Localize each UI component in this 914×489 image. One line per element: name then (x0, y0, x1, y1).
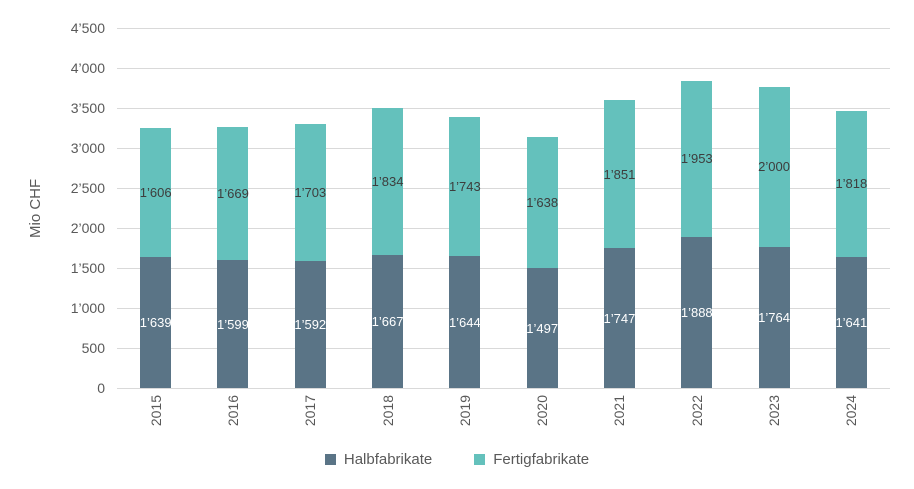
bar-value-label: 1’606 (139, 185, 172, 201)
bar-value-label: 1’497 (526, 320, 559, 336)
bar-segment-halbfabrikate-2023: 1’764 (758, 246, 790, 388)
y-axis-tick-label: 500 (81, 340, 105, 356)
gridline (117, 108, 890, 109)
y-axis-tick-label: 0 (97, 380, 105, 396)
bar-value-label: 1’764 (758, 309, 790, 325)
bar-value-label: 1’888 (680, 304, 713, 320)
bar-segment-halbfabrikate-2016: 1’599 (217, 260, 249, 388)
bar-value-label: 1’599 (217, 316, 249, 332)
legend-swatch-halbfabrikate-icon (324, 454, 336, 465)
bar-segment-fertigfabrikate-2023: 2’000 (758, 86, 790, 247)
bar-segment-fertigfabrikate-2018: 1’834 (371, 107, 404, 255)
gridline (117, 148, 890, 149)
bar-value-label: 1’669 (217, 185, 249, 201)
bar-value-label: 1’743 (448, 179, 481, 195)
gridline (117, 188, 890, 189)
bar-value-label: 1’703 (294, 185, 327, 200)
bar-segment-halbfabrikate-2020: 1’497 (526, 268, 559, 388)
bar-value-label: 1’818 (835, 176, 868, 192)
bar-value-label: 1’667 (371, 313, 404, 329)
bar-segment-fertigfabrikate-2016: 1’669 (217, 126, 249, 261)
legend-label-halbfabrikate: Halbfabrikate (343, 451, 433, 468)
x-axis-tick-label-2015: 2015 (147, 395, 164, 427)
x-axis-tick-label-2016: 2016 (224, 395, 241, 427)
x-axis-tick-label-2017: 2017 (302, 395, 319, 427)
x-axis-tick-label-2019: 2019 (456, 395, 473, 427)
bar-segment-fertigfabrikate-2019: 1’743 (448, 117, 481, 257)
bar-value-label: 1’834 (371, 173, 404, 189)
y-axis-tick-label: 4’000 (70, 60, 105, 76)
x-axis-tick-label-2024: 2024 (843, 395, 860, 427)
x-axis-tick-label-2020: 2020 (534, 395, 551, 427)
bar-segment-halbfabrikate-2022: 1’888 (680, 236, 713, 388)
bar-segment-halbfabrikate-2021: 1’747 (604, 248, 635, 388)
gridline (117, 228, 890, 229)
y-axis-tick-label: 2’500 (70, 180, 105, 196)
bar-value-label: 1’592 (294, 316, 327, 332)
chart-legend: Halbfabrikate Fertigfabrikate (0, 451, 914, 468)
legend-item-halbfabrikate: Halbfabrikate (324, 451, 433, 468)
bar-segment-halbfabrikate-2018: 1’667 (371, 254, 404, 388)
gridline (117, 268, 890, 269)
x-axis-tick-label-2023: 2023 (766, 395, 783, 427)
y-axis-tick-label: 4’500 (70, 20, 105, 36)
y-axis-tick-label: 3’500 (70, 100, 105, 116)
bar-segment-halbfabrikate-2019: 1’644 (448, 256, 481, 388)
bar-segment-fertigfabrikate-2015: 1’606 (139, 128, 172, 257)
gridline (117, 68, 890, 69)
bar-segment-fertigfabrikate-2021: 1’851 (603, 100, 636, 249)
bar-value-label: 1’641 (835, 314, 868, 330)
bar-value-label: 1’638 (526, 195, 559, 211)
bar-value-label: 1’644 (448, 314, 481, 330)
gridline (117, 308, 890, 309)
bar-value-label: 1’639 (139, 314, 172, 330)
bar-segment-halbfabrikate-2015: 1’639 (139, 256, 172, 388)
gridline (117, 348, 890, 349)
y-axis-tick-label: 3’000 (70, 140, 105, 156)
bar-segment-fertigfabrikate-2017: 1’703 (294, 124, 327, 261)
bar-segment-fertigfabrikate-2024: 1’818 (835, 111, 868, 257)
legend-item-fertigfabrikate: Fertigfabrikate (474, 451, 589, 468)
y-axis-tick-label: 1’500 (70, 260, 105, 276)
bar-value-label: 2’000 (758, 159, 790, 175)
bar-segment-halbfabrikate-2017: 1’592 (294, 260, 327, 388)
gridline (117, 388, 890, 389)
bar-segment-fertigfabrikate-2022: 1’953 (680, 80, 713, 237)
bar-segment-halbfabrikate-2024: 1’641 (835, 256, 868, 388)
bar-value-label: 1’953 (680, 151, 713, 167)
bar-value-label: 1’747 (603, 310, 636, 326)
x-axis-tick-label-2018: 2018 (379, 395, 396, 427)
legend-swatch-fertigfabrikate-icon (474, 454, 486, 465)
gridline (117, 28, 890, 29)
y-axis-tick-label: 1’000 (70, 300, 105, 316)
x-axis-tick-label-2021: 2021 (611, 395, 628, 427)
bar-value-label: 1’851 (603, 166, 636, 182)
x-axis-tick-label-2022: 2022 (688, 395, 705, 427)
bar-segment-fertigfabrikate-2020: 1’638 (526, 137, 559, 269)
legend-label-fertigfabrikate: Fertigfabrikate (493, 451, 590, 468)
y-axis-tick-label: 2’000 (70, 220, 105, 236)
